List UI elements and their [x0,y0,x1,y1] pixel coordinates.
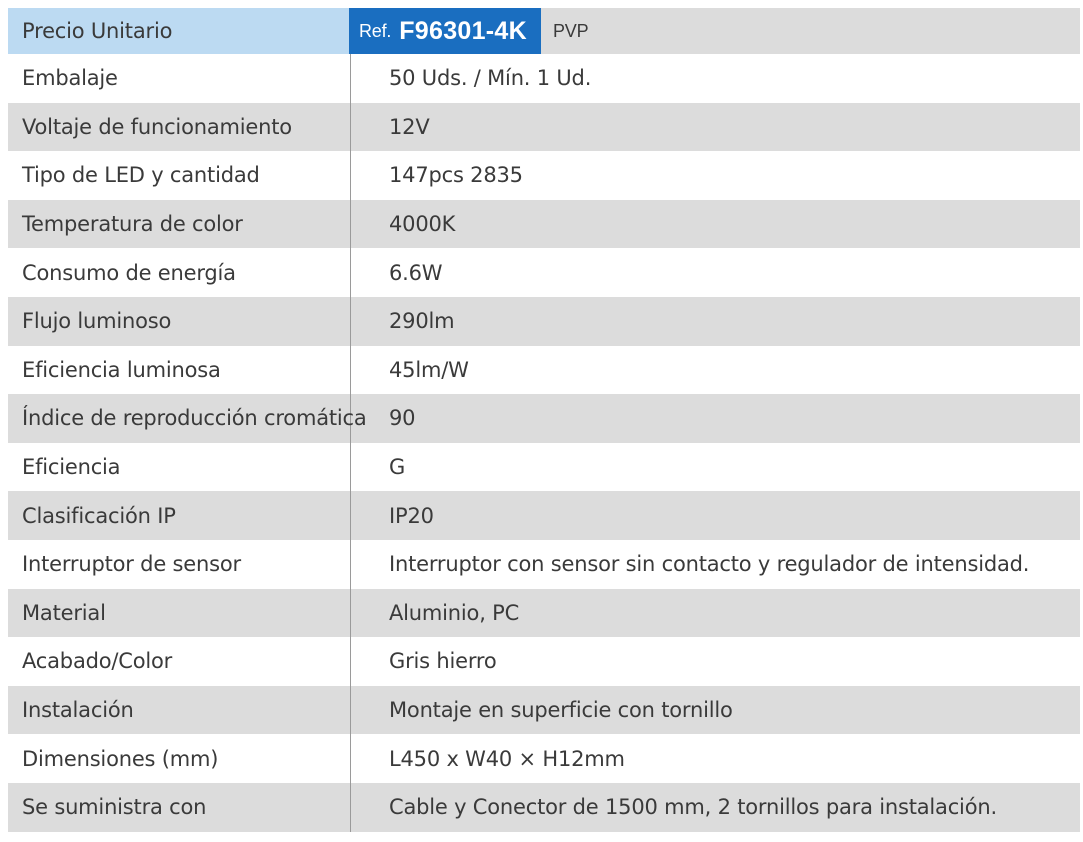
row-value: Interruptor con sensor sin contacto y re… [389,552,1030,577]
row-label: Interruptor de sensor [8,539,351,589]
table-row: Dimensiones (mm) L450 x W40 × H12mm [8,734,1080,783]
table-row: Embalaje 50 Uds. / Mín. 1 Ud. [8,54,1080,103]
table-row: Flujo luminoso 290lm [8,296,1080,346]
row-value: 12V [389,114,430,139]
table-row: Consumo de energía 6.6W [8,248,1080,297]
row-label: Acabado/Color [8,637,351,686]
table-row: Se suministra con Cable y Conector de 15… [8,782,1080,832]
row-value: 90 [389,406,416,431]
row-value: G [389,455,406,480]
row-value: 4000K [389,212,456,237]
row-label: Eficiencia luminosa [8,345,351,395]
table-row: Temperatura de color 4000K [8,199,1080,249]
row-value: Montaje en superficie con tornillo [389,698,733,723]
reference-badge: Ref. F96301-4K [349,8,541,54]
row-value: IP20 [389,503,434,528]
table-row: Material Aluminio, PC [8,588,1080,638]
table-row: Eficiencia G [8,442,1080,492]
table-row: Instalación Montaje en superficie con to… [8,685,1080,735]
ref-prefix: Ref. [359,20,392,41]
row-label: Temperatura de color [8,199,351,249]
row-value: 50 Uds. / Mín. 1 Ud. [389,66,592,91]
table-row: Tipo de LED y cantidad 147pcs 2835 [8,151,1080,200]
row-label: Consumo de energía [8,248,351,297]
table-row: Índice de reproducción cromática 90 [8,394,1080,443]
spec-table: Precio Unitario Ref. F96301-4K PVP Embal… [8,8,1080,832]
ref-code: F96301-4K [399,16,527,45]
row-label: Voltaje de funcionamiento [8,102,351,152]
row-value: 6.6W [389,260,443,285]
row-label: Tipo de LED y cantidad [8,151,351,200]
row-label: Se suministra con [8,782,351,832]
row-value: 290lm [389,309,455,334]
row-label: Dimensiones (mm) [8,734,351,783]
header-label: Precio Unitario [8,8,351,54]
header-value: Ref. F96301-4K PVP [349,8,1080,54]
row-label: Material [8,588,351,638]
row-value: Cable y Conector de 1500 mm, 2 tornillos… [389,795,997,820]
row-value: Aluminio, PC [389,600,520,625]
row-label: Flujo luminoso [8,296,351,346]
row-label: Clasificación IP [8,491,351,540]
row-value: Gris hierro [389,649,497,674]
row-label: Embalaje [8,54,351,103]
table-row: Interruptor de sensor Interruptor con se… [8,539,1080,589]
table-row: Clasificación IP IP20 [8,491,1080,540]
row-value: L450 x W40 × H12mm [389,746,625,771]
row-value: 45lm/W [389,357,469,382]
pvp-label: PVP [553,20,589,41]
row-label: Índice de reproducción cromática [8,394,367,443]
table-row: Voltaje de funcionamiento 12V [8,102,1080,152]
table-row: Eficiencia luminosa 45lm/W [8,345,1080,395]
row-label: Instalación [8,685,351,735]
row-label: Eficiencia [8,442,351,492]
table-row: Acabado/Color Gris hierro [8,637,1080,686]
table-header-row: Precio Unitario Ref. F96301-4K PVP [8,8,1080,54]
row-value: 147pcs 2835 [389,163,523,188]
